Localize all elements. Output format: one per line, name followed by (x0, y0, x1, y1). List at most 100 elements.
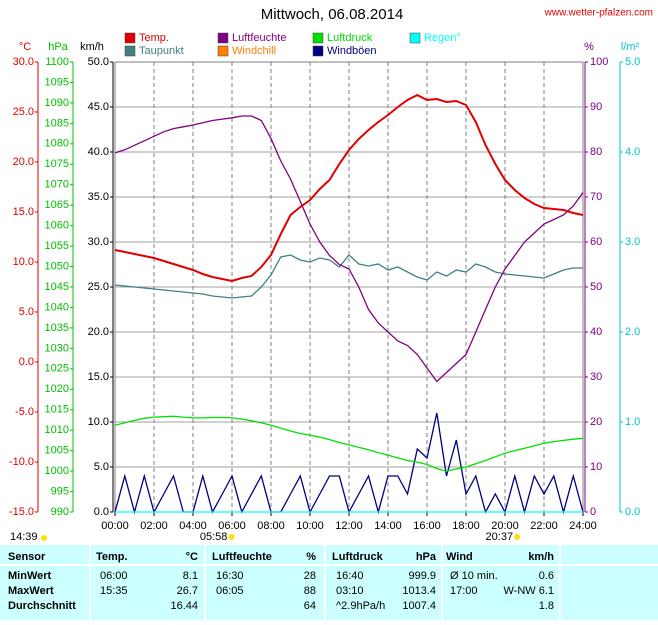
tick-label: 25.0 (88, 281, 109, 293)
tick-label: 50 (590, 281, 602, 293)
table-cell: 1013.4 (402, 585, 436, 597)
tick-label: 1080 (45, 138, 69, 150)
tick-label: 1060 (45, 220, 69, 232)
tick-label: 1085 (45, 117, 69, 129)
tick-label: 990 (51, 506, 69, 518)
legend-swatch (124, 32, 136, 44)
table-header: Luftfeuchte (212, 551, 272, 563)
table-cell: 06:05 (216, 585, 244, 597)
row-label: MaxWert (8, 585, 54, 597)
tick-label: 0 (590, 506, 596, 518)
tick-label: 1035 (45, 322, 69, 334)
x-tick-label: 20:00 (491, 520, 519, 532)
tick-label: 50.0 (88, 56, 109, 68)
x-tick-label: 06:00 (218, 520, 246, 532)
table-cell: 88 (304, 585, 316, 597)
tick-label: 1050 (45, 260, 69, 272)
table-header: km/h (528, 551, 554, 563)
tick-label: 35.0 (88, 191, 109, 203)
series-line (114, 115, 584, 383)
tick-label: 30.0 (88, 236, 109, 248)
table-header: hPa (416, 551, 437, 563)
tick-label: 1040 (45, 301, 69, 313)
tick-label: 40.0 (88, 146, 109, 158)
tick-label: 10.0 (13, 256, 34, 268)
tick-label: 15.0 (88, 371, 109, 383)
table-cell: 28 (304, 570, 316, 582)
tick-label: 3.0 (625, 236, 640, 248)
tick-label: 1015 (45, 404, 69, 416)
legend-swatch (409, 32, 421, 44)
tick-label: 80 (590, 146, 602, 158)
table-cell: ^2.9hPa/h (336, 600, 385, 612)
tick-label: 1030 (45, 342, 69, 354)
legend-label: Taupunkt (139, 45, 184, 57)
tick-label: 1010 (45, 424, 69, 436)
tick-label: 25.0 (13, 106, 34, 118)
table-cell: 1007.4 (402, 600, 436, 612)
tick-label: 1.0 (625, 416, 640, 428)
tick-label: 2.0 (625, 326, 640, 338)
tick-label: 0.0 (625, 506, 640, 518)
table-cell: 26.7 (177, 585, 198, 597)
table-cell: Ø 10 min. (450, 570, 498, 582)
series-line (114, 93, 584, 283)
tick-label: -5.0 (15, 406, 34, 418)
table-cell: 16.44 (170, 600, 198, 612)
legend-swatch (312, 45, 324, 57)
row-label: MinWert (8, 570, 52, 582)
table-cell: W-NW 6.1 (503, 585, 554, 597)
tick-label: 20 (590, 416, 602, 428)
legend-swatch (312, 32, 324, 44)
table-cell: 0.6 (539, 570, 554, 582)
tick-label: 5.0 (625, 56, 640, 68)
tick-label: 70 (590, 191, 602, 203)
x-tick-label: 14:00 (374, 520, 402, 532)
tick-label: 1065 (45, 199, 69, 211)
tick-label: 0.0 (94, 506, 109, 518)
tick-label: 5.0 (19, 306, 34, 318)
tick-label: 1090 (45, 97, 69, 109)
tick-label: 1020 (45, 383, 69, 395)
x-tick-label: 02:00 (140, 520, 168, 532)
tick-label: 10.0 (88, 416, 109, 428)
legend-swatch (124, 45, 136, 57)
table-cell: 15:35 (100, 585, 128, 597)
tick-label: -15.0 (9, 506, 34, 518)
table-header: Wind (446, 551, 473, 563)
table-cell: 17:00 (450, 585, 478, 597)
updated-marker (41, 535, 47, 541)
table-cell: 16:40 (336, 570, 364, 582)
legend-label: Windböen (327, 45, 377, 57)
legend-label: Luftfeuchte (232, 32, 286, 44)
table-header: % (306, 551, 316, 563)
table-cell: 999.9 (408, 570, 436, 582)
table-cell: 16:30 (216, 570, 244, 582)
tick-label: 60 (590, 236, 602, 248)
tick-label: -10.0 (9, 456, 34, 468)
tick-label: 20.0 (88, 326, 109, 338)
table-cell: 06:00 (100, 570, 128, 582)
tick-label: 1025 (45, 363, 69, 375)
series-line (114, 415, 584, 472)
axis-title: °C (19, 41, 31, 53)
x-tick-label: 18:00 (452, 520, 480, 532)
legend-label: Luftdruck (327, 32, 373, 44)
table-cell: 64 (304, 600, 316, 612)
tick-label: 1055 (45, 240, 69, 252)
tick-label: 995 (51, 485, 69, 497)
tick-label: 30.0 (13, 56, 34, 68)
tick-label: 45.0 (88, 101, 109, 113)
tick-label: 1070 (45, 179, 69, 191)
tick-label: 1000 (45, 465, 69, 477)
tick-label: 10 (590, 461, 602, 473)
legend-label: Windchill (232, 45, 276, 57)
source: www.wetter-pfalzen.com (544, 8, 653, 19)
series-line (114, 254, 583, 299)
tick-label: 20.0 (13, 156, 34, 168)
table-header-bg (0, 545, 658, 565)
sunset-marker (514, 534, 521, 540)
x-tick-label: 04:00 (179, 520, 207, 532)
tick-label: 15.0 (13, 206, 34, 218)
table-cell: 03:10 (336, 585, 364, 597)
